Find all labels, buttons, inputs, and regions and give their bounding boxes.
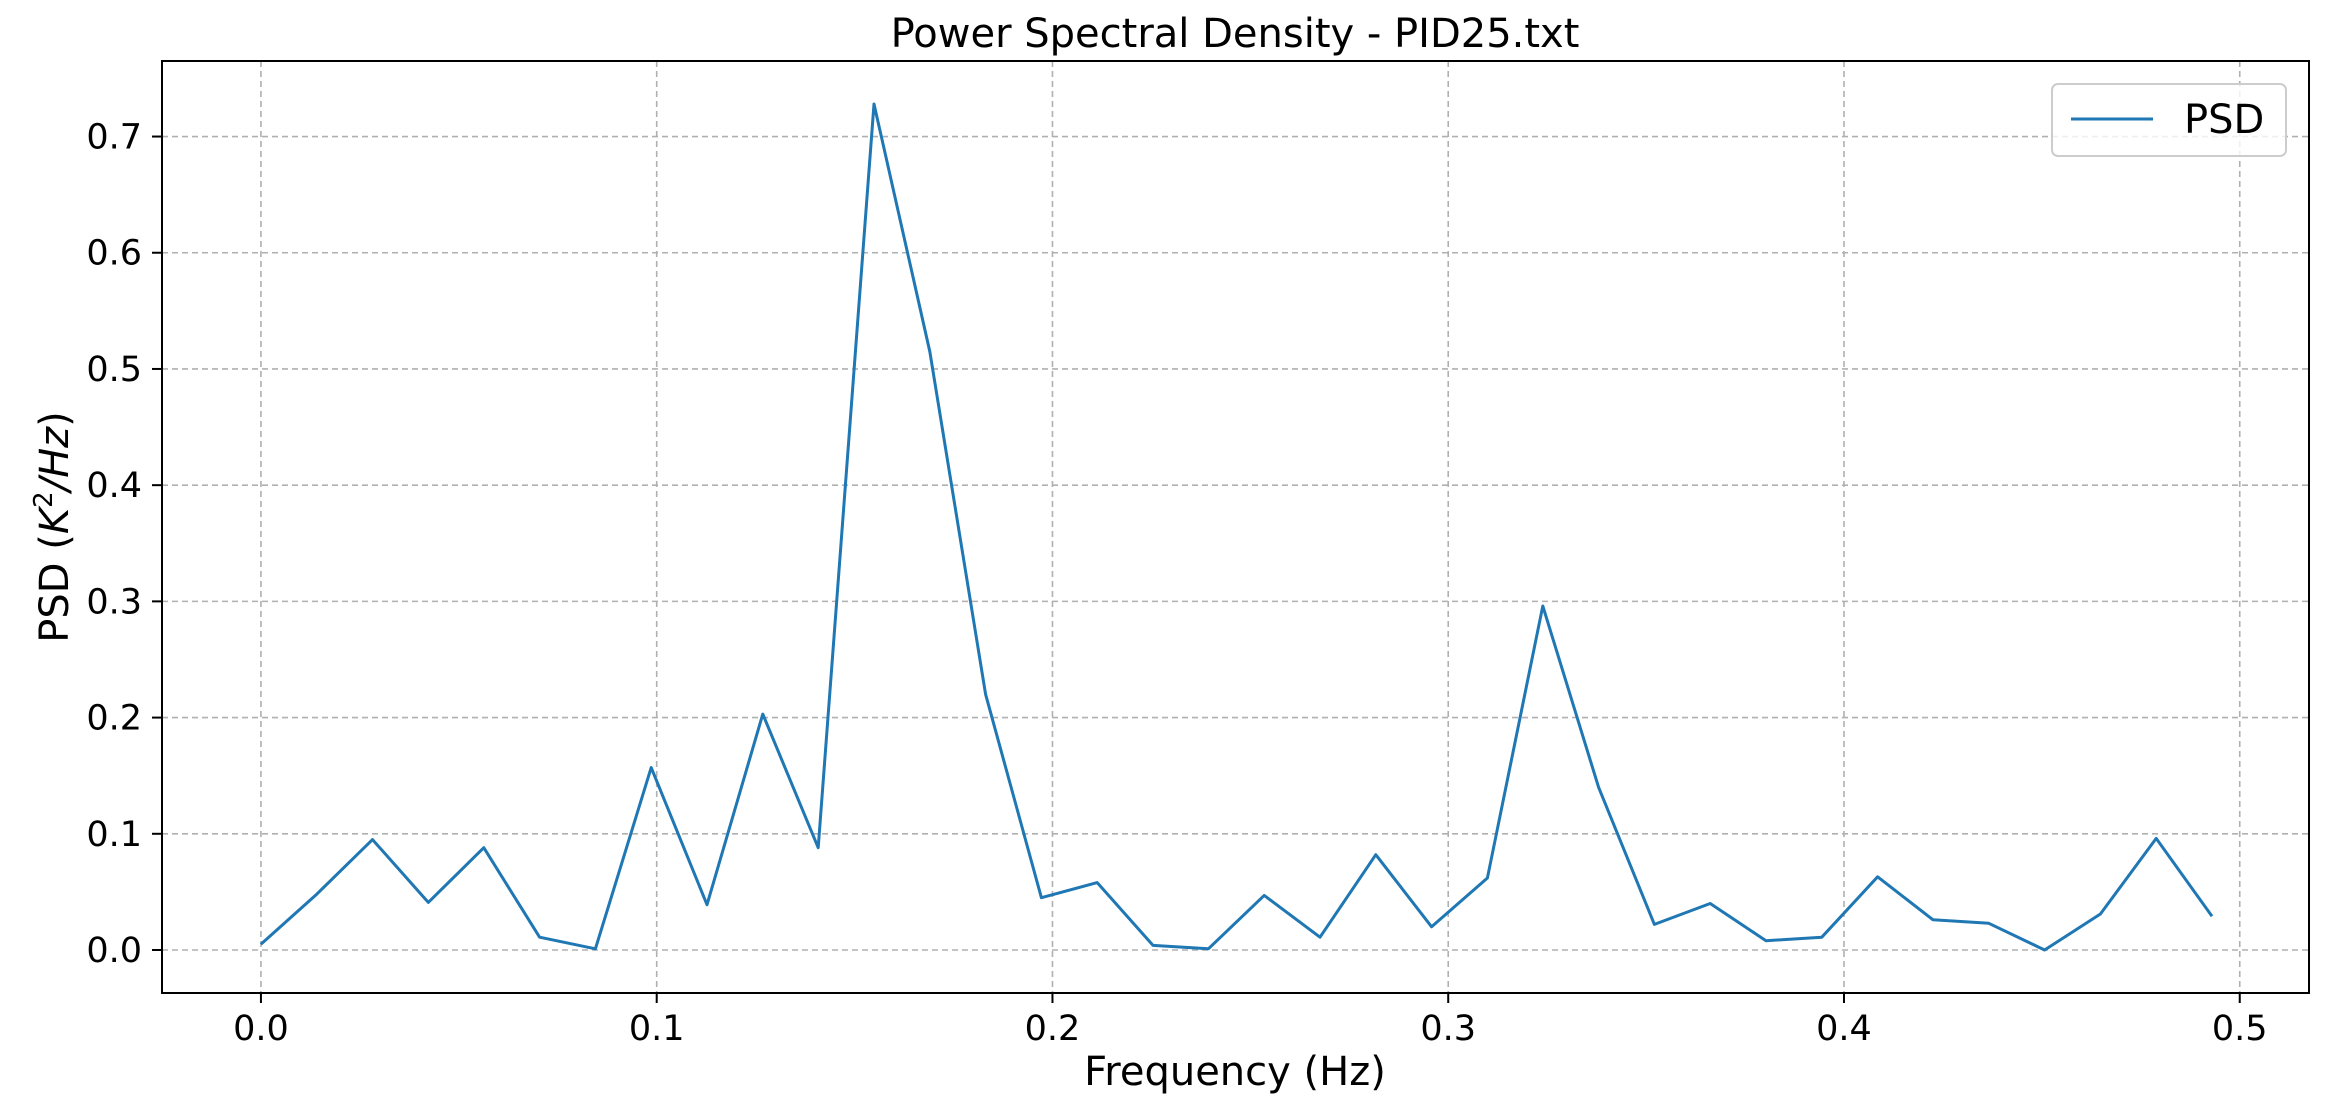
x-tick-label: 0.2 xyxy=(1025,1009,1081,1049)
y-tick-label: 0.4 xyxy=(86,466,142,506)
y-axis-label-suffix: ) xyxy=(32,411,78,427)
legend-label: PSD xyxy=(2184,97,2264,143)
y-tick-label: 0.6 xyxy=(86,234,142,274)
y-axis-label-exponent: 2 xyxy=(29,491,59,508)
ticks-layer: 0.0 0.1 0.2 0.3 0.4 0.5 0.0 0.1 0.2 0.3 0.4 0.5 0.6 0… xyxy=(86,118,2267,1049)
psd-series-line xyxy=(259,102,2214,952)
x-tick-label: 0.5 xyxy=(2212,1009,2268,1049)
chart-title: Power Spectral Density - PID25.txt xyxy=(891,11,1580,57)
x-axis-label: Frequency (Hz) xyxy=(1084,1049,1386,1095)
y-tick-label: 0.5 xyxy=(86,350,142,390)
grid-lines xyxy=(162,61,2309,993)
x-tick-label: 0.0 xyxy=(233,1009,289,1049)
axes-frame xyxy=(161,60,2310,994)
y-tick-label: 0.7 xyxy=(86,118,142,158)
y-tick-label: 0.3 xyxy=(86,582,142,622)
x-tick-label: 0.3 xyxy=(1420,1009,1476,1049)
y-axis-label-unit-hz: /Hz xyxy=(32,426,78,495)
y-tick-label: 0.0 xyxy=(86,931,142,971)
y-axis-label-prefix: PSD ( xyxy=(32,534,78,643)
x-tick-label: 0.4 xyxy=(1816,1009,1872,1049)
y-axis-label: PSD (K2/Hz) xyxy=(29,411,78,643)
y-axis-label-unit-k: K xyxy=(32,505,78,534)
legend: PSD xyxy=(2051,83,2287,157)
y-tick-label: 0.2 xyxy=(86,699,142,739)
y-tick-label: 0.1 xyxy=(86,815,142,855)
x-tick-label: 0.1 xyxy=(629,1009,685,1049)
legend-box xyxy=(2051,83,2287,157)
series-layer xyxy=(259,102,2214,952)
